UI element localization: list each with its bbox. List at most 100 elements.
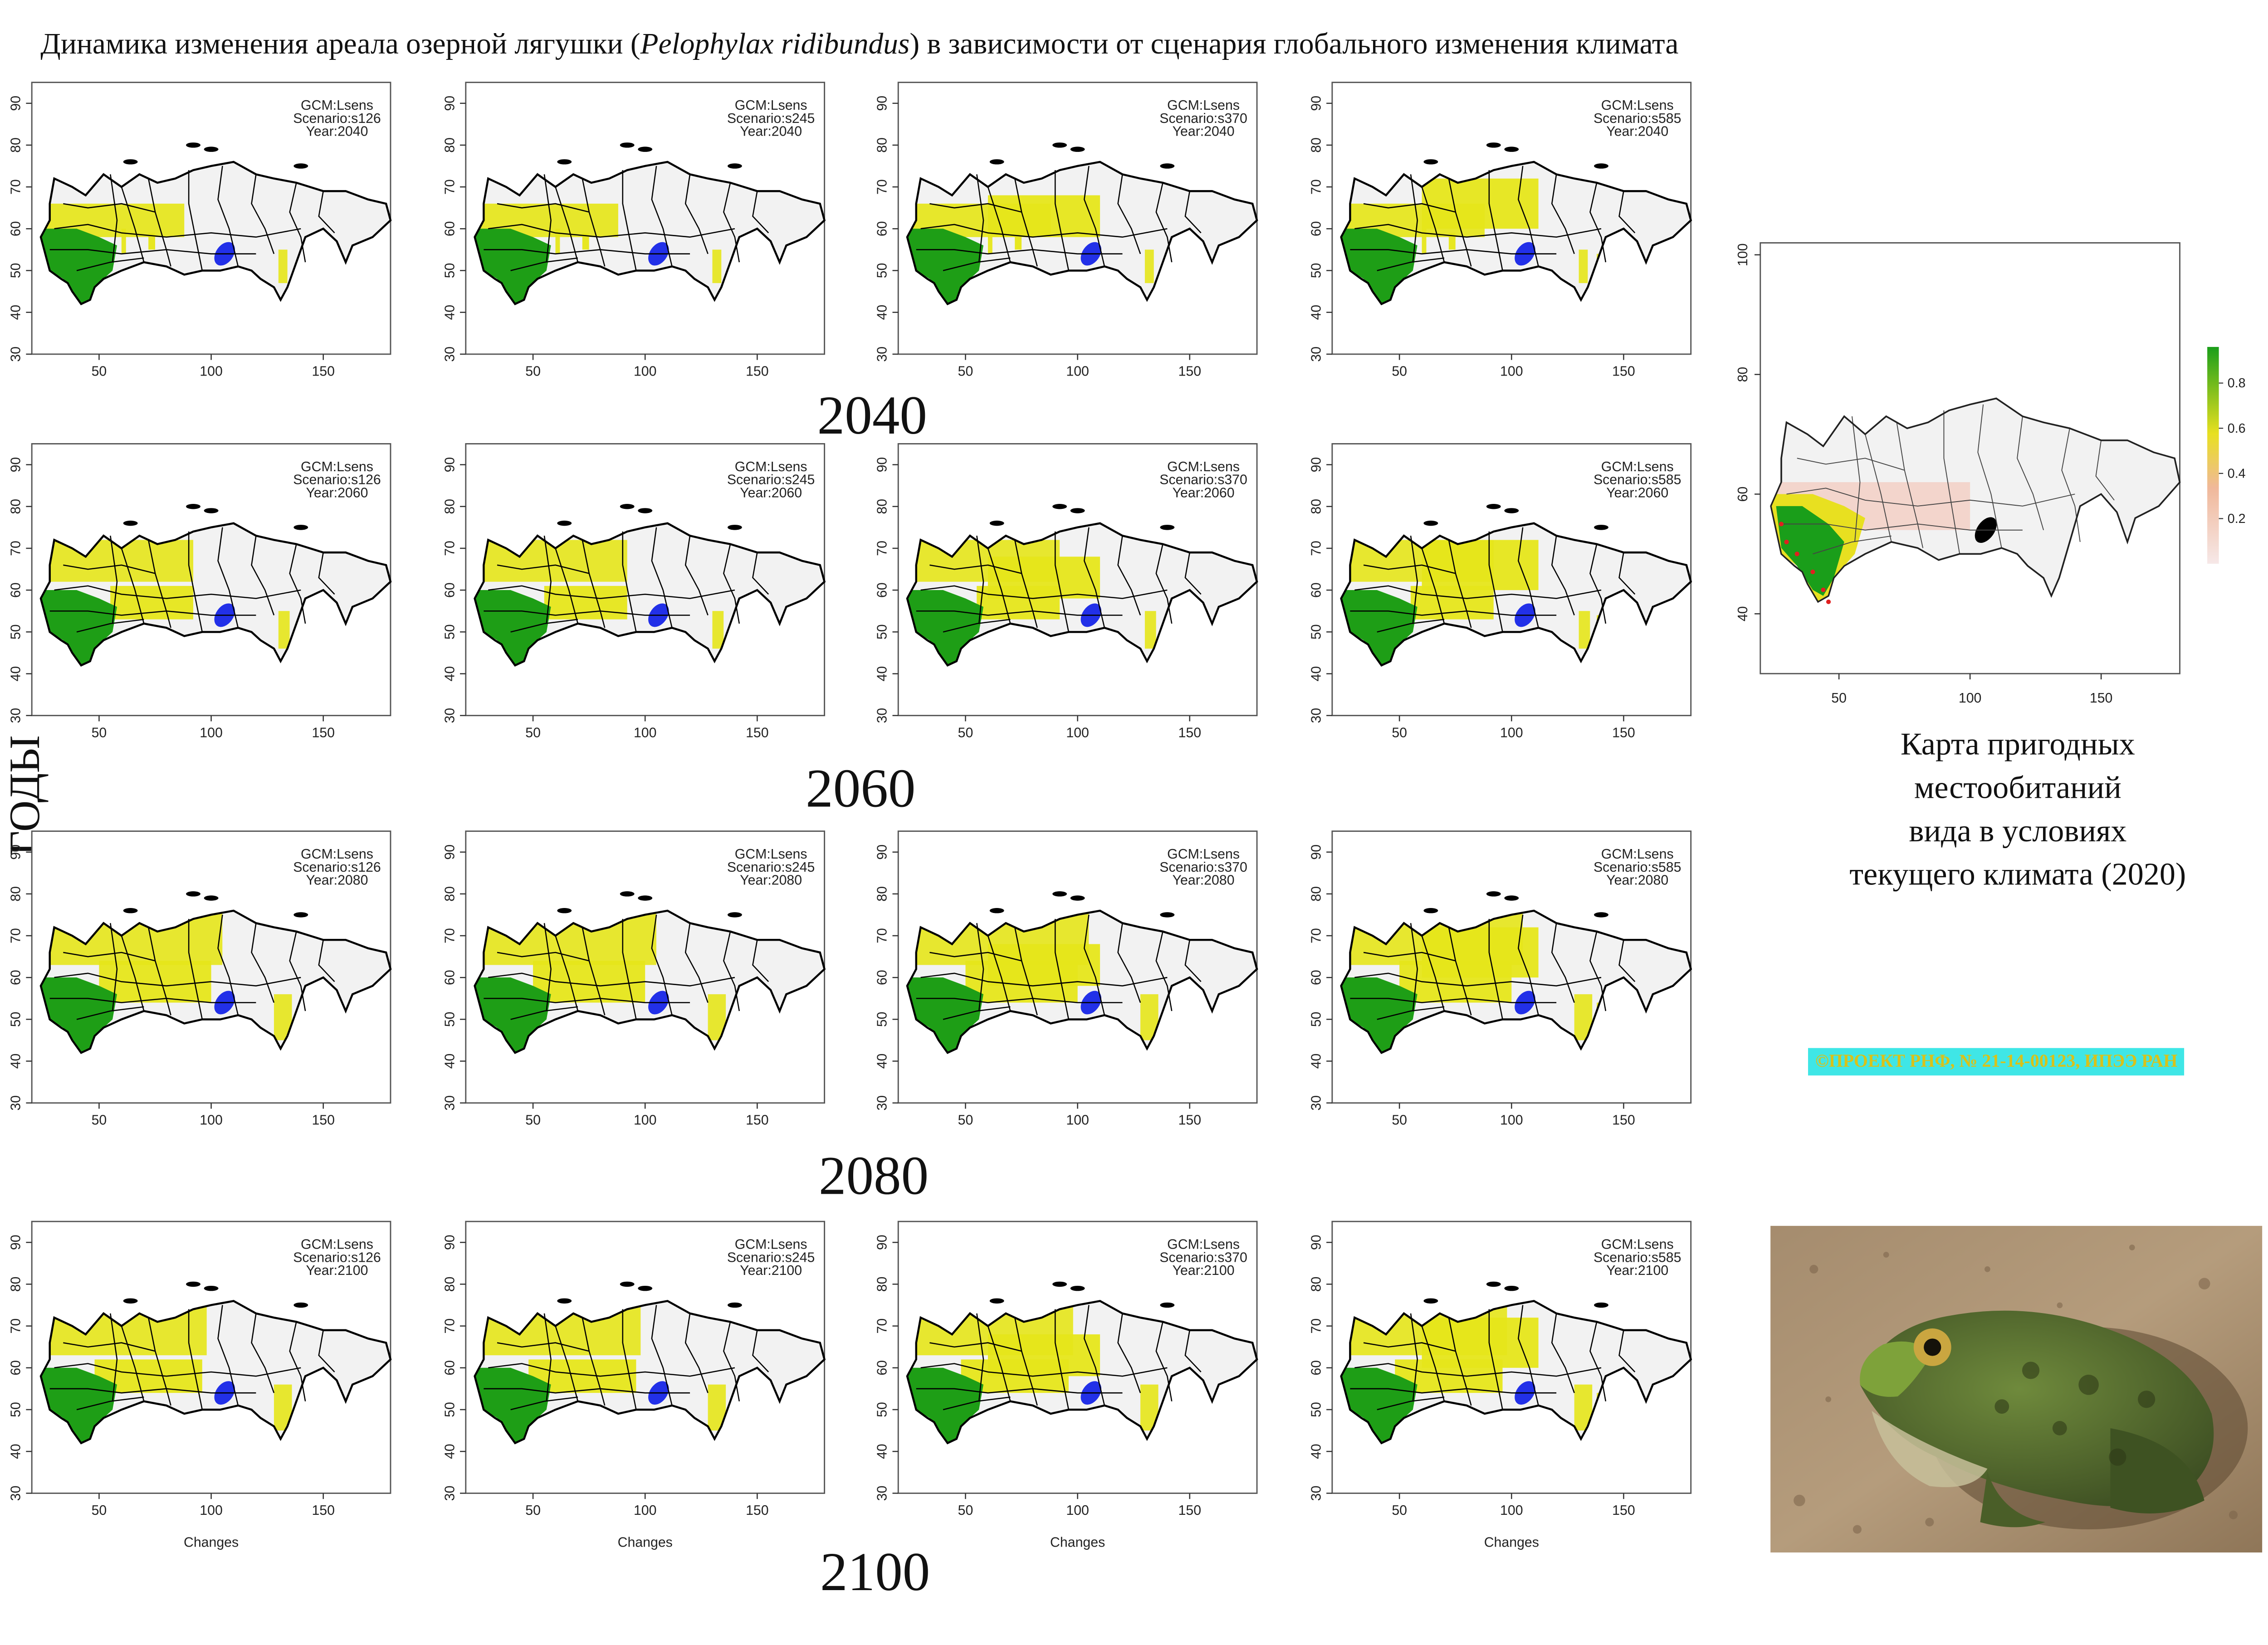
scenario-label: Scenario:s126 (293, 111, 381, 126)
region-border (723, 544, 740, 624)
y-tick-label: 80 (1309, 886, 1324, 902)
region-border (1517, 166, 1539, 267)
gcm-label: GCM:Lsens (1167, 459, 1240, 474)
gcm-label: GCM:Lsens (1601, 1237, 1674, 1252)
coast-outline (906, 161, 1258, 306)
region-border (147, 1317, 171, 1406)
region-border (622, 531, 637, 632)
y-tick-label: 30 (9, 708, 24, 723)
island (1504, 146, 1519, 152)
region-border (76, 257, 144, 271)
stable-area (40, 977, 117, 1053)
island (1070, 895, 1085, 901)
title-species: Pelophylax ridibundus (640, 29, 910, 61)
y-tick-label: 40 (875, 666, 890, 682)
island (1070, 146, 1085, 152)
y-tick-label: 80 (9, 886, 24, 902)
y-tick-label: 30 (1309, 1486, 1324, 1501)
region-border (289, 931, 306, 1011)
region-border (1377, 1006, 1445, 1020)
legend-tick-label: 0.6 (2228, 421, 2246, 436)
scenario-label: Scenario:s370 (1159, 1250, 1247, 1265)
x-tick-label: 50 (525, 1503, 541, 1518)
x-tick-label: 150 (1612, 1503, 1635, 1518)
region-border (1943, 410, 1960, 554)
region-border (1184, 940, 1202, 982)
x-tick-label: 50 (1392, 1503, 1407, 1518)
stable-area (40, 590, 117, 666)
region-border (1014, 540, 1038, 628)
region-border (289, 544, 306, 624)
y-tick-label: 30 (1309, 347, 1324, 362)
year-label-2100: 2100 (820, 1542, 930, 1603)
x-tick-label: 100 (1959, 691, 1982, 706)
x-tick-label: 100 (634, 725, 657, 740)
region-border (1363, 1342, 1456, 1352)
region-border (54, 1363, 301, 1377)
island (1594, 1302, 1608, 1308)
coast-outline (1340, 161, 1692, 306)
occurrence-point (1810, 569, 1815, 575)
x-tick-label: 50 (92, 1113, 107, 1128)
coast-outline (474, 161, 826, 306)
island (293, 912, 308, 918)
gcm-label: GCM:Lsens (1601, 459, 1674, 474)
x-tick-label: 150 (2090, 691, 2113, 706)
year-header-label: Year:2060 (1606, 485, 1668, 500)
gcm-label: GCM:Lsens (735, 847, 807, 862)
region-border (723, 931, 740, 1011)
region-border (217, 527, 239, 628)
island (204, 1285, 219, 1291)
island (204, 508, 219, 513)
scenario-label: Scenario:s126 (293, 473, 381, 488)
stable-area (474, 1367, 551, 1443)
y-tick-label: 60 (9, 1360, 24, 1376)
region-border (582, 178, 606, 267)
stable-area (474, 229, 551, 304)
region-border (651, 914, 673, 1015)
y-tick-label: 50 (875, 1402, 890, 1417)
island (727, 525, 742, 530)
region-border (1354, 224, 1602, 238)
x-tick-label: 100 (634, 1113, 657, 1128)
gain-area (555, 229, 560, 254)
occurrence-point (1821, 587, 1826, 592)
y-tick-label: 60 (1735, 487, 1750, 502)
y-tick-label: 60 (442, 970, 457, 985)
x-tick-label: 50 (958, 364, 973, 379)
region-border (1448, 927, 1472, 1015)
region-border (943, 1006, 1011, 1020)
x-tick-label: 50 (92, 1503, 107, 1518)
gain-area (278, 611, 290, 649)
gain-area (1422, 178, 1539, 229)
y-tick-label: 80 (875, 886, 890, 902)
region-border (1410, 535, 1418, 624)
region-border (1084, 1305, 1105, 1406)
island (293, 1302, 308, 1308)
region-border (1054, 1309, 1070, 1410)
coast-outline (1340, 909, 1692, 1054)
island (1504, 508, 1519, 513)
region-border (976, 1313, 984, 1401)
region-border (2061, 428, 2081, 542)
occurrence-point (1794, 552, 1799, 556)
island (989, 159, 1004, 165)
region-border (251, 535, 275, 615)
y-tick-label: 80 (9, 1277, 24, 1292)
region-border (1589, 544, 1607, 624)
region-border (1377, 1396, 1445, 1411)
island (1070, 1285, 1085, 1291)
island (727, 1302, 742, 1308)
y-tick-label: 90 (9, 1235, 24, 1250)
y-tick-label: 40 (9, 305, 24, 320)
year-header-label: Year:2040 (1173, 124, 1235, 139)
gcm-label: GCM:Lsens (301, 98, 373, 113)
x-tick-label: 100 (1066, 364, 1089, 379)
region-border (510, 1396, 578, 1411)
region-border (1184, 191, 1202, 234)
region-border (110, 174, 118, 263)
